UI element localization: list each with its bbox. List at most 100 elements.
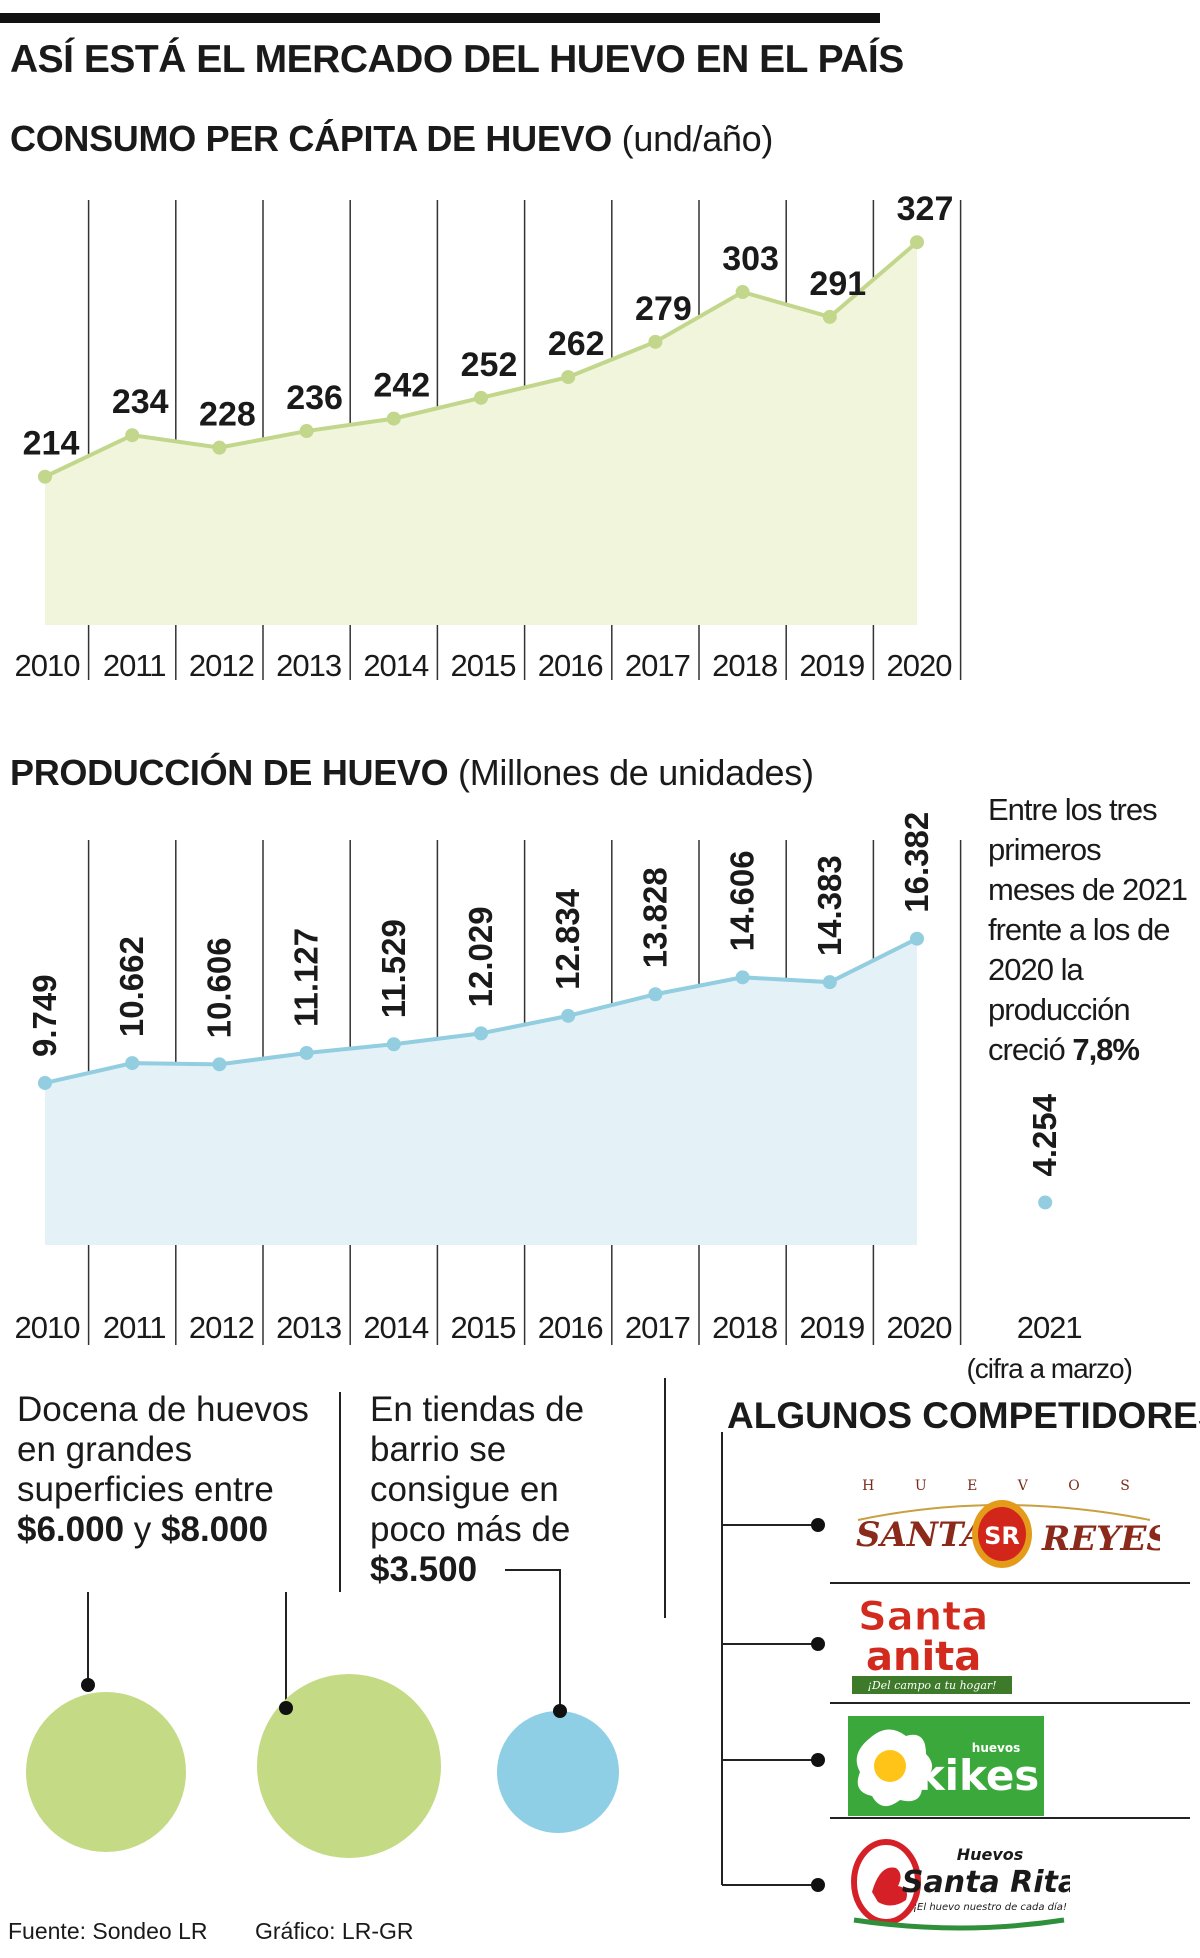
santa-rita-hen [872, 1867, 907, 1906]
produccion-chart: 9.749 2010 10.662 2011 10.606 2012 11.127 2013 1… [15, 812, 1133, 1384]
footer-credit: Gráfico: LR-GR [255, 1918, 414, 1944]
x-tick-label: 2013 [276, 1310, 341, 1345]
supermarket-info: Docena de huevos en grandes superficies … [17, 1390, 317, 1550]
data-label: 10.606 [200, 937, 237, 1038]
x-tick-label: 2014 [363, 1310, 429, 1345]
santa-anita-tagline: ¡Del campo a tu hogar! [867, 1679, 996, 1692]
data-label-2021: 4.254 [1026, 1093, 1063, 1176]
data-label: 291 [809, 265, 866, 303]
supermarket-text: Docena de huevos en grandes superficies … [17, 1390, 309, 1509]
x-tick-label: 2020 [887, 1310, 953, 1345]
data-label: 279 [635, 290, 692, 328]
data-label: 14.606 [724, 850, 761, 951]
data-point [299, 1045, 314, 1060]
data-label: 228 [199, 396, 256, 434]
competitor-dot [811, 1518, 825, 1532]
data-label: 9.749 [26, 974, 63, 1057]
santa-reyes-left: SANTA [856, 1515, 988, 1555]
data-point [561, 370, 576, 385]
data-label: 12.834 [549, 888, 586, 990]
x-tick-label: 2019 [799, 648, 864, 683]
x-tick-label: 2014 [363, 648, 429, 683]
x-tick-label-2021: 2021 [1017, 1310, 1082, 1345]
data-label: 234 [112, 383, 169, 421]
logo-egg-inner [978, 1507, 1026, 1561]
data-label: 13.828 [636, 867, 673, 968]
x-tick-label: 2011 [103, 648, 166, 683]
kikes-small: huevos [972, 1741, 1020, 1755]
santa-anita-line2: anita [866, 1634, 981, 1680]
santa-reyes-right: REYES [1041, 1519, 1160, 1559]
circle-max-price [257, 1674, 441, 1858]
section-divider [664, 1378, 666, 1618]
data-point [212, 440, 227, 455]
x-tick-label: 2012 [189, 1310, 254, 1345]
consumo-title-text: CONSUMO PER CÁPITA DE HUEVO [10, 118, 612, 159]
x-tick-label: 2010 [15, 648, 81, 683]
santa-rita-brand: Santa Rita [902, 1865, 1070, 1900]
data-point [38, 469, 52, 484]
x-tick-label: 2012 [189, 648, 254, 683]
price-low: $6.000 [17, 1510, 125, 1549]
data-point [474, 1026, 488, 1041]
data-point [38, 1075, 52, 1090]
produccion-title: PRODUCCIÓN DE HUEVO (Millones de unidade… [10, 752, 814, 794]
data-point [212, 1057, 227, 1072]
data-label: 14.383 [811, 855, 848, 956]
consumo-unit: (und/año) [621, 118, 774, 159]
production-note: Entre los tres primeros meses de 2021 fr… [988, 790, 1188, 1070]
data-point [299, 424, 314, 439]
data-point [735, 970, 750, 985]
data-point [822, 309, 837, 324]
x-tick-label: 2011 [103, 1310, 166, 1345]
x-tick-label: 2010 [15, 1310, 81, 1345]
data-label: 303 [722, 240, 779, 278]
x-tick-label: 2019 [799, 1310, 864, 1345]
data-label: 242 [373, 367, 430, 405]
x-tick-label: 2017 [625, 1310, 690, 1345]
x-tick-sublabel-2021: (cifra a marzo) [966, 1353, 1131, 1384]
produccion-unit: (Millones de unidades) [458, 752, 814, 793]
data-point [648, 334, 663, 349]
data-label: 262 [548, 325, 605, 363]
competitor-dot [811, 1753, 825, 1767]
neighborhood-info: En tiendas de barrio se consigue en poco… [370, 1390, 620, 1590]
consumo-title: CONSUMO PER CÁPITA DE HUEVO (und/año) [10, 118, 773, 160]
x-tick-label: 2013 [276, 648, 341, 683]
leader-line [505, 1569, 561, 1711]
area-fill [45, 938, 917, 1245]
x-tick-label: 2020 [887, 648, 953, 683]
price-neighborhood: $3.500 [370, 1550, 478, 1589]
data-label: 236 [286, 379, 343, 417]
note-text: Entre los tres primeros meses de 2021 fr… [988, 792, 1188, 1067]
data-label: 252 [461, 346, 518, 384]
competitor-dot [811, 1878, 825, 1892]
data-label: 11.529 [375, 919, 412, 1018]
data-label: 16.382 [898, 812, 935, 913]
data-point-2021 [1038, 1195, 1053, 1210]
info-divider [339, 1392, 341, 1592]
price-connector: y [133, 1510, 152, 1549]
data-label: 11.127 [288, 928, 325, 1027]
competitor-dot [811, 1637, 825, 1651]
price-high: $8.000 [161, 1510, 269, 1549]
competitors-title: ALGUNOS COMPETIDORES [727, 1395, 1200, 1436]
x-tick-label: 2016 [538, 1310, 603, 1345]
x-tick-label: 2015 [451, 1310, 516, 1345]
top-rule [0, 13, 880, 23]
data-label: 214 [23, 425, 80, 463]
data-point [822, 975, 837, 990]
santa-anita-line1: Santa [858, 1594, 988, 1640]
circle-neighborhood-price [497, 1711, 619, 1833]
santa-reyes-logo: H U E V O S SANTA SR REYES [856, 1478, 1160, 1568]
area-fill [45, 242, 917, 625]
note-highlight: 7,8% [1072, 1032, 1140, 1067]
santa-rita-tagline: ¡El huevo nuestro de cada día! [913, 1901, 1067, 1913]
santa-anita-ribbon [852, 1676, 1012, 1694]
data-point [561, 1008, 576, 1023]
data-label: 327 [897, 190, 954, 228]
data-point [386, 411, 401, 426]
santa-rita-small: Huevos [957, 1845, 1024, 1864]
